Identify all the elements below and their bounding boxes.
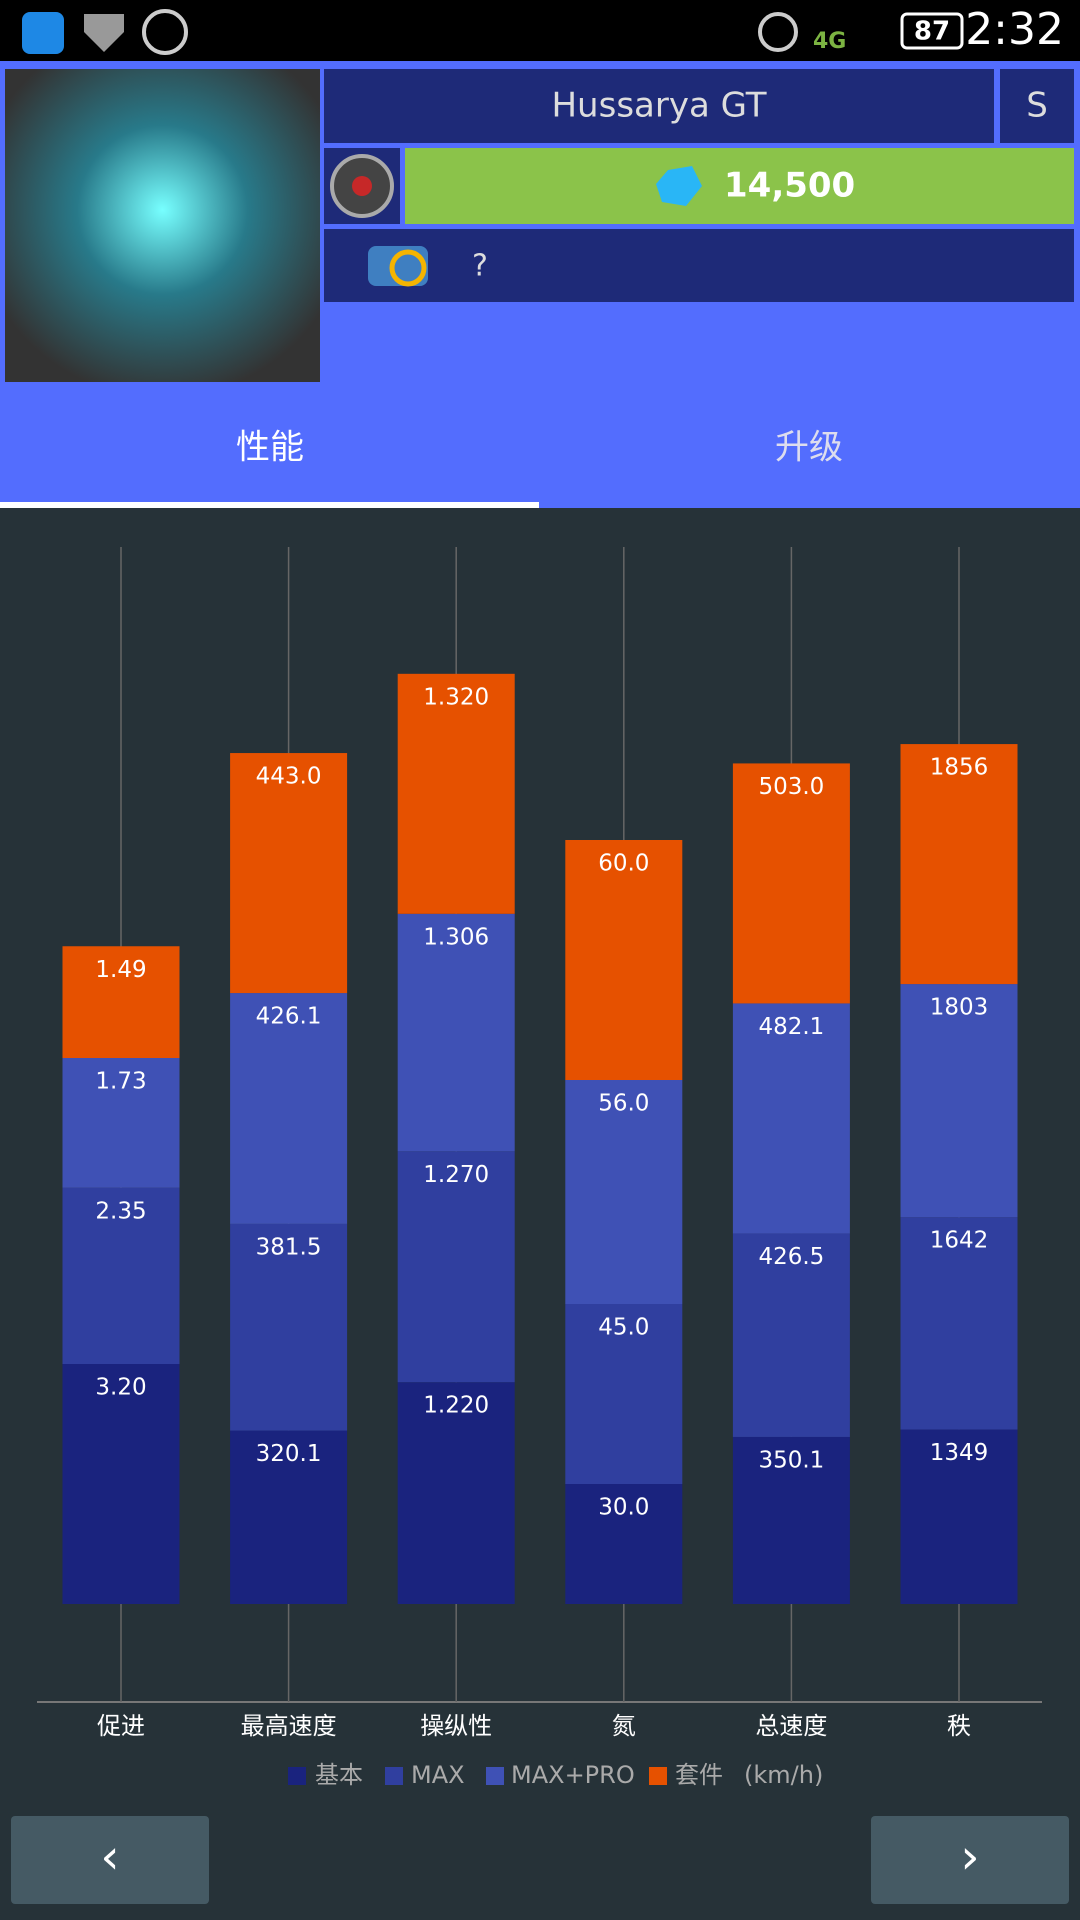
next-label[interactable]: › <box>960 1829 979 1885</box>
value-label: 1.220 <box>423 1393 489 1419</box>
value-label: 1349 <box>930 1440 989 1466</box>
battery-box <box>900 12 964 50</box>
legend-swatch <box>288 1767 306 1785</box>
x-tick-label: 操纵性 <box>420 1712 492 1740</box>
bar-segment <box>732 763 850 1004</box>
battery: 87 <box>914 17 950 47</box>
value-label: 30.0 <box>598 1495 649 1521</box>
value-label: 1.270 <box>423 1162 489 1188</box>
legend-swatch <box>385 1767 403 1785</box>
bar-segment <box>900 1217 1018 1430</box>
app-icon <box>22 12 64 54</box>
bar-segment <box>230 1430 348 1604</box>
bar-segment <box>397 1151 515 1383</box>
value-label: 503.0 <box>758 774 824 800</box>
x-tick-label: 总速度 <box>755 1712 827 1740</box>
value-label: 381.5 <box>256 1234 322 1260</box>
bar-segment <box>397 673 515 914</box>
value-label: 320.1 <box>256 1441 322 1467</box>
bar-segment <box>230 1223 348 1431</box>
x-tick-label: 最高速度 <box>241 1712 337 1740</box>
bar-segment <box>732 1436 850 1604</box>
legend-label: MAX <box>411 1761 465 1789</box>
time: 2:32 <box>965 4 1064 55</box>
car-image[interactable] <box>5 69 320 382</box>
value-label: 2.35 <box>95 1198 146 1224</box>
legend-label: 套件 <box>675 1761 723 1789</box>
car-class: S <box>1026 86 1048 126</box>
value-label: 1.49 <box>95 957 146 983</box>
price: 14,500 <box>724 166 855 206</box>
price-box[interactable] <box>405 148 1074 224</box>
value-label: 426.1 <box>256 1004 322 1030</box>
prev-button[interactable] <box>11 1816 209 1904</box>
bar-segment <box>900 1429 1018 1604</box>
bar-segment <box>230 753 348 994</box>
value-label: 1.73 <box>95 1069 146 1095</box>
network: 4G <box>813 29 846 54</box>
unknown: ? <box>472 249 488 284</box>
value-label: 350.1 <box>758 1447 824 1473</box>
tab-indicator <box>0 502 539 508</box>
value-label: 1856 <box>930 755 989 781</box>
next-button[interactable] <box>871 1816 1069 1904</box>
shield-icon <box>84 14 124 52</box>
bar-segment <box>397 913 515 1152</box>
prev-label[interactable]: ‹ <box>100 1829 119 1885</box>
bar-segment <box>230 993 348 1224</box>
bar-segment <box>565 840 683 1080</box>
class-box <box>1000 69 1074 143</box>
value-label: 56.0 <box>598 1091 649 1117</box>
x-tick-label: 氮 <box>612 1712 636 1740</box>
wheel-hub <box>352 176 372 196</box>
bar-segment <box>62 1187 180 1364</box>
bar-segment <box>565 1304 683 1484</box>
legend-unit: (km/h) <box>744 1761 823 1789</box>
value-label: 1642 <box>930 1228 989 1254</box>
x-tick-label: 促进 <box>97 1712 145 1740</box>
drive-icon <box>368 246 428 286</box>
legend-label: 基本 <box>315 1761 363 1789</box>
bar-segment <box>900 984 1018 1218</box>
info-box <box>324 229 1074 302</box>
value-label: 45.0 <box>598 1315 649 1341</box>
value-label: 60.0 <box>598 851 649 877</box>
x-tick-label: 秩 <box>947 1712 971 1740</box>
bar-segment <box>565 1484 683 1604</box>
value-label: 426.5 <box>758 1244 824 1270</box>
bar-segment <box>565 1080 683 1304</box>
car-name: Hussarya GT <box>551 86 766 126</box>
value-label: 443.0 <box>256 764 322 790</box>
value-label: 3.20 <box>95 1375 146 1401</box>
token-icon <box>656 166 702 206</box>
bar-segment <box>900 744 1018 985</box>
bar-segment <box>62 946 180 1058</box>
legend-swatch <box>486 1767 504 1785</box>
value-label: 1803 <box>930 995 989 1021</box>
bar-segment <box>62 1364 180 1604</box>
bar-segment <box>397 1382 515 1604</box>
status-bar <box>0 0 1080 61</box>
bar-segment <box>732 1233 850 1437</box>
value-label: 1.306 <box>423 924 489 950</box>
value-label: 1.320 <box>423 684 489 710</box>
alarm-icon <box>758 12 798 52</box>
legend-label: MAX+PRO <box>511 1761 635 1789</box>
legend-swatch <box>649 1767 667 1785</box>
steer-icon <box>389 249 427 287</box>
value-label: 482.1 <box>758 1014 824 1040</box>
bar-segment <box>732 1003 850 1234</box>
v-icon <box>142 9 188 55</box>
name-box <box>324 69 994 143</box>
bar-segment <box>62 1058 180 1188</box>
tab[interactable]: 升级 <box>775 428 843 468</box>
tab[interactable]: 性能 <box>236 428 304 468</box>
